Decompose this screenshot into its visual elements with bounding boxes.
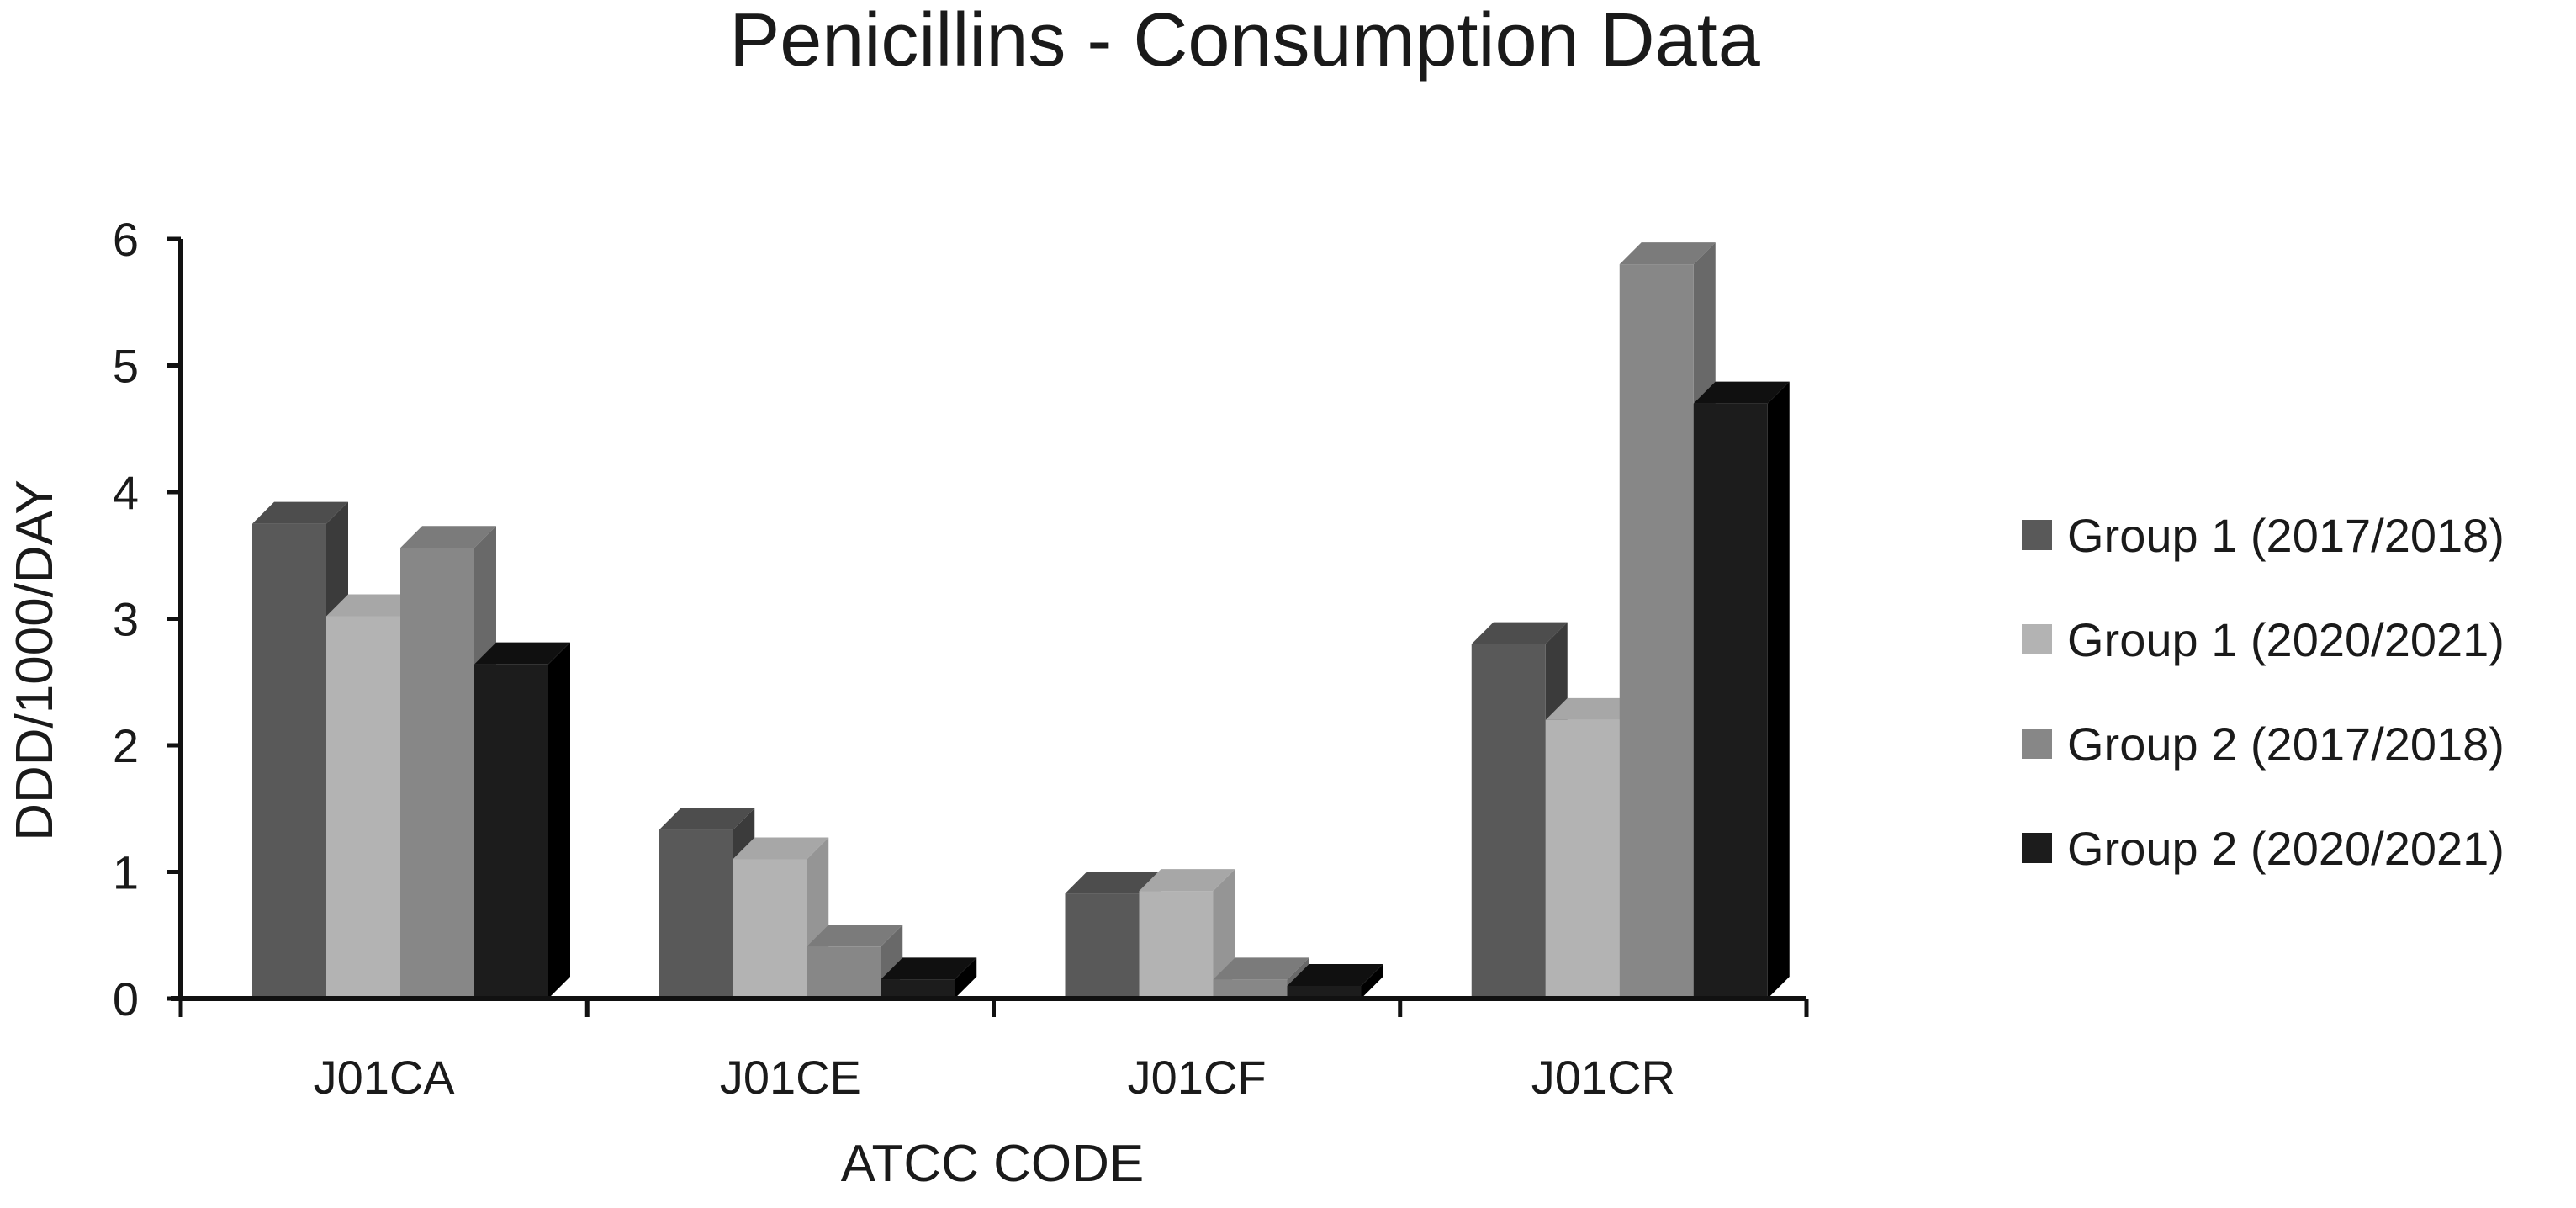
bar (1287, 963, 1383, 999)
legend-item: Group 2 (2017/2018) (2022, 718, 2505, 771)
y-tick-label: 5 (113, 340, 139, 393)
bar-front (1139, 891, 1214, 999)
bar (1139, 869, 1235, 999)
bar-top (733, 837, 829, 860)
legend: Group 1 (2017/2018) Group 1 (2020/2021) Gr… (2022, 509, 2505, 875)
bar-top (1139, 869, 1235, 892)
bar-front (474, 664, 548, 999)
bar-front (1065, 893, 1140, 999)
legend-label: Group 1 (2017/2018) (2067, 509, 2505, 562)
bar-top (881, 957, 977, 980)
legend-item: Group 2 (2020/2021) (2022, 822, 2505, 875)
bar-front (1471, 644, 1546, 999)
bar-top (400, 526, 496, 548)
bar-front (326, 616, 400, 999)
chart-title: Penicillins - Consumption Data (729, 0, 1760, 82)
bar (881, 957, 977, 999)
x-tick-label: J01CE (720, 1051, 861, 1104)
bar-top (252, 501, 348, 524)
bar-front (1619, 264, 1694, 999)
x-tick-label: J01CF (1128, 1051, 1267, 1104)
y-tick-label: 0 (113, 972, 139, 1025)
legend-item: Group 1 (2017/2018) (2022, 509, 2505, 562)
bar-top (1287, 963, 1383, 986)
legend-swatch (2022, 624, 2052, 654)
bar-top (1545, 697, 1642, 720)
legend-label: Group 2 (2020/2021) (2067, 822, 2505, 875)
bar-top (326, 594, 422, 617)
bar-top (659, 808, 755, 830)
y-tick-label: 6 (113, 213, 139, 266)
bar-top (474, 642, 570, 665)
bar-front (659, 829, 733, 999)
axes-layer: 0 1 2 3 4 5 6 J01CA J01CE J01CF J01CR (113, 213, 1809, 1104)
y-tick-label: 4 (113, 466, 139, 519)
x-tick-label: J01CA (314, 1051, 456, 1104)
bar-front (733, 859, 807, 999)
bar (1693, 381, 1790, 999)
bar-side (1361, 963, 1383, 999)
bar-front (807, 946, 881, 999)
bar (733, 837, 829, 999)
legend-label: Group 2 (2017/2018) (2067, 718, 2505, 771)
bar-side (955, 957, 977, 999)
legend-item: Group 1 (2020/2021) (2022, 613, 2505, 666)
bar-top (807, 925, 903, 947)
bar-top (1619, 242, 1716, 265)
bar-front (881, 979, 955, 999)
legend-swatch (2022, 729, 2052, 759)
bar-top (1213, 957, 1309, 980)
bar-front (1693, 403, 1768, 999)
bar-side (1767, 381, 1790, 999)
y-axis-title: DDD/1000/DAY (6, 479, 64, 841)
y-tick-label: 3 (113, 593, 139, 646)
bars-layer (252, 242, 1790, 999)
bar-top (1693, 381, 1790, 404)
bar-side (548, 642, 570, 999)
legend-swatch (2022, 520, 2052, 550)
bar-front (400, 548, 474, 999)
bar-front (1287, 985, 1362, 999)
y-tick-label: 2 (113, 719, 139, 772)
bar-top (1065, 872, 1161, 894)
bar-front (1213, 979, 1288, 999)
x-tick-label: J01CR (1531, 1051, 1675, 1104)
x-axis-title: ATCC CODE (841, 1135, 1145, 1193)
bar-front (252, 523, 326, 999)
y-tick-label: 1 (113, 846, 139, 899)
legend-label: Group 1 (2020/2021) (2067, 613, 2505, 666)
bar (474, 642, 570, 999)
legend-swatch (2022, 833, 2052, 863)
bar-top (1471, 622, 1568, 644)
bar-front (1545, 719, 1620, 999)
